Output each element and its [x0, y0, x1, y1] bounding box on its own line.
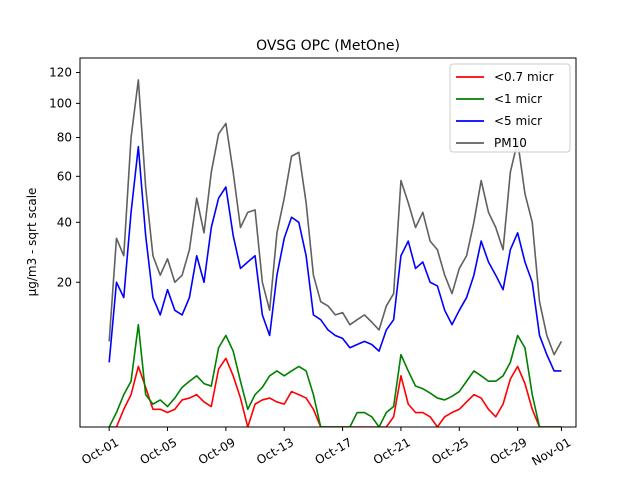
- series-line-2: [108, 145, 562, 372]
- series-line-1: [108, 323, 562, 427]
- x-tick-label: Oct-25: [429, 435, 471, 467]
- x-tick-label: Oct-13: [254, 435, 296, 467]
- y-tick-label: 60: [57, 169, 72, 183]
- legend-label: <0.7 micr: [494, 70, 554, 84]
- series-line-0: [109, 357, 562, 427]
- chart-title: OVSG OPC (MetOne): [256, 38, 400, 54]
- y-tick-label: 20: [57, 275, 72, 289]
- y-axis-label: µg/m3 - sqrt scale: [25, 188, 39, 297]
- plot-frame: [79, 57, 577, 428]
- x-tick-label: Oct-21: [371, 435, 413, 467]
- plot-area: [108, 79, 563, 427]
- x-tick-label: Nov-01: [529, 435, 573, 468]
- legend-label: <5 micr: [494, 114, 542, 128]
- legend: <0.7 micr <1 micr <5 micr PM10: [449, 63, 571, 153]
- x-tick-label: Oct-01: [79, 435, 121, 467]
- x-tick-label: Oct-09: [196, 435, 238, 467]
- series-line-3: [108, 79, 563, 356]
- legend-box: [449, 63, 571, 153]
- x-tick-label: Oct-17: [313, 435, 355, 467]
- y-tick-label: 40: [57, 215, 72, 229]
- y-tick-label: 120: [49, 65, 72, 79]
- legend-label: PM10: [494, 136, 527, 150]
- x-tick-label: Oct-29: [488, 435, 530, 467]
- x-tick-label: Oct-05: [137, 435, 179, 467]
- y-tick-label: 80: [57, 131, 72, 145]
- legend-label: <1 micr: [494, 92, 542, 106]
- y-tick-label: 100: [49, 96, 72, 110]
